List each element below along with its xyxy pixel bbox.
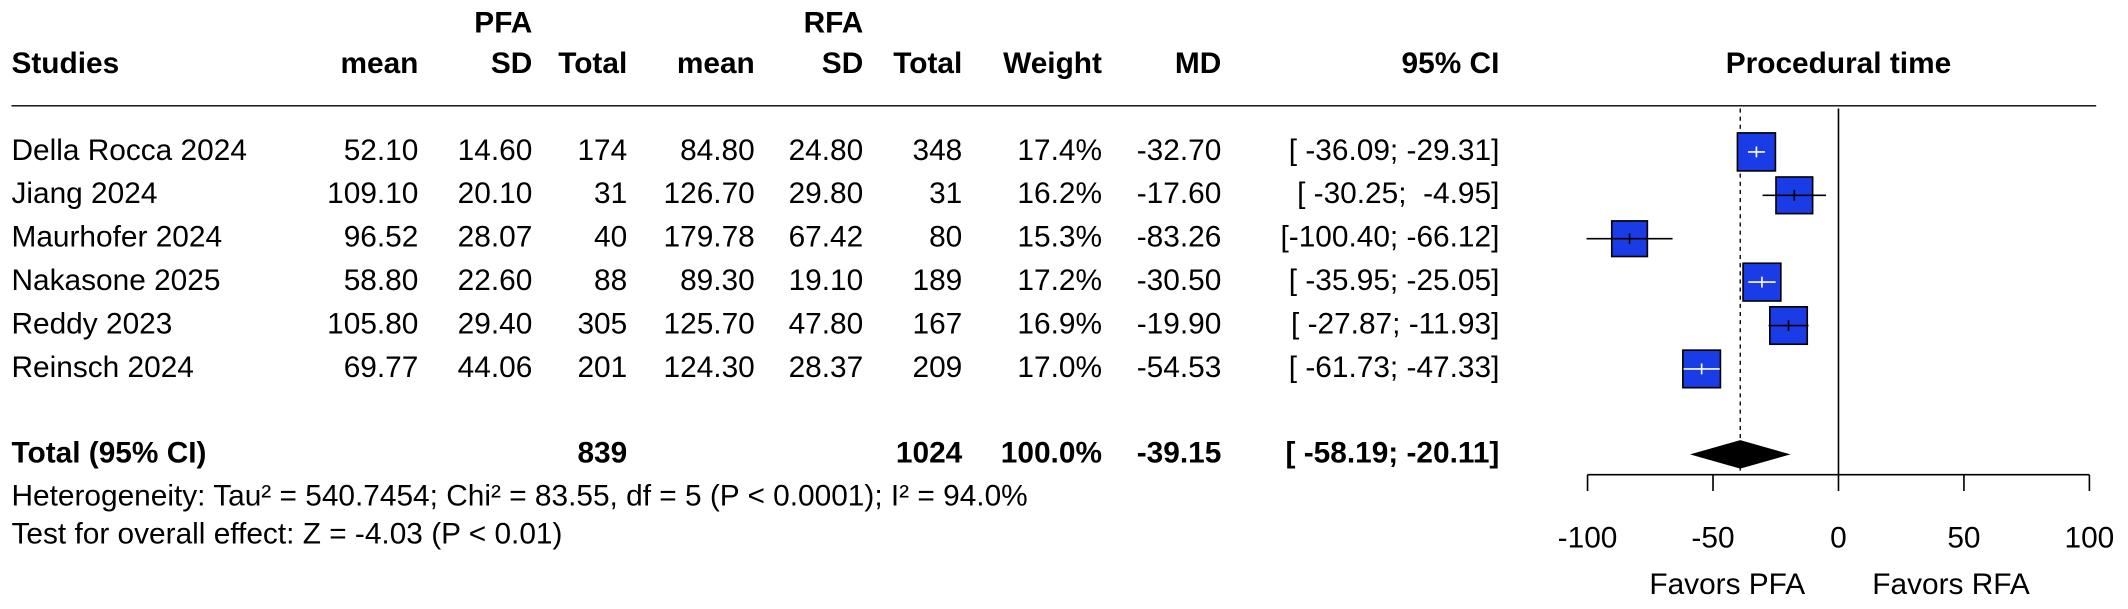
- table-cell: 167: [912, 307, 962, 340]
- study-name: Reinsch 2024: [11, 351, 193, 384]
- study-name: Maurhofer 2024: [11, 221, 222, 254]
- table-cell: 109.10: [327, 177, 418, 210]
- table-cell: 16.9%: [1017, 307, 1102, 340]
- table-cell: 28.07: [458, 221, 533, 254]
- table-cell: 44.06: [458, 351, 533, 384]
- study-name: Reddy 2023: [11, 307, 172, 340]
- table-cell: 69.77: [344, 351, 419, 384]
- table-cell: -83.26: [1137, 221, 1222, 254]
- column-header: mean: [677, 47, 755, 80]
- table-cell: [ -27.87; -11.93]: [1291, 307, 1499, 340]
- table-cell: 14.60: [458, 134, 533, 167]
- table-cell: 174: [577, 134, 627, 167]
- x-tick-label: -100: [1558, 522, 1618, 555]
- total-cell: 1024: [896, 436, 963, 469]
- table-cell: 125.70: [664, 307, 755, 340]
- study-name: Jiang 2024: [11, 177, 157, 210]
- table-cell: [ -36.09; -29.31]: [1289, 134, 1500, 167]
- table-cell: 89.30: [680, 264, 755, 297]
- x-tick-label: -50: [1691, 522, 1734, 555]
- table-cell: 58.80: [344, 264, 419, 297]
- total-cell: 100.0%: [1001, 436, 1102, 469]
- table-cell: 47.80: [789, 307, 864, 340]
- column-header: SD: [822, 47, 863, 80]
- table-cell: 20.10: [458, 177, 533, 210]
- x-tick-label: 100: [2065, 522, 2115, 555]
- plot-title: Procedural time: [1726, 47, 1951, 80]
- column-header: 95% CI: [1402, 47, 1500, 80]
- group-header: PFA: [474, 6, 532, 39]
- table-cell: 19.10: [789, 264, 864, 297]
- total-cell: 839: [577, 436, 627, 469]
- x-label-left: Favors PFA: [1649, 568, 1805, 601]
- total-cell: [ -58.19; -20.11]: [1285, 436, 1499, 469]
- table-cell: 40: [594, 221, 627, 254]
- column-header: SD: [491, 47, 532, 80]
- table-cell: 189: [912, 264, 962, 297]
- table-cell: 348: [912, 134, 962, 167]
- table-cell: [ -61.73; -47.33]: [1289, 351, 1500, 384]
- table-cell: 17.4%: [1017, 134, 1102, 167]
- table-cell: [-100.40; -66.12]: [1280, 221, 1499, 254]
- x-tick-label: 0: [1830, 522, 1847, 555]
- column-header: Weight: [1003, 47, 1102, 80]
- table-cell: -32.70: [1137, 134, 1222, 167]
- group-header: RFA: [804, 6, 864, 39]
- table-cell: 179.78: [664, 221, 755, 254]
- table-cell: 126.70: [664, 177, 755, 210]
- table-cell: 24.80: [789, 134, 864, 167]
- overall-test: Test for overall effect: Z = -4.03 (P < …: [11, 518, 562, 551]
- study-name: Della Rocca 2024: [11, 134, 246, 167]
- x-tick-label: 50: [1947, 522, 1980, 555]
- table-cell: [ -30.25; -4.95]: [1297, 177, 1499, 210]
- table-cell: 29.80: [789, 177, 864, 210]
- table-cell: 17.2%: [1017, 264, 1102, 297]
- table-cell: 105.80: [327, 307, 418, 340]
- table-cell: 88: [594, 264, 627, 297]
- column-header: Total: [558, 47, 627, 80]
- table-cell: 80: [929, 221, 962, 254]
- table-cell: 31: [594, 177, 627, 210]
- heterogeneity: Heterogeneity: Tau² = 540.7454; Chi² = 8…: [11, 480, 1027, 513]
- column-header: MD: [1175, 47, 1221, 80]
- table-cell: 31: [929, 177, 962, 210]
- table-cell: 201: [577, 351, 627, 384]
- column-header: mean: [340, 47, 418, 80]
- table-cell: 84.80: [680, 134, 755, 167]
- table-cell: 29.40: [458, 307, 533, 340]
- table-cell: 15.3%: [1017, 221, 1102, 254]
- table-cell: 124.30: [664, 351, 755, 384]
- table-cell: -19.90: [1137, 307, 1222, 340]
- study-name: Nakasone 2025: [11, 264, 220, 297]
- total-cell: -39.15: [1137, 436, 1222, 469]
- table-cell: 52.10: [344, 134, 419, 167]
- column-header: Total: [893, 47, 962, 80]
- table-cell: 28.37: [789, 351, 864, 384]
- table-cell: -17.60: [1137, 177, 1222, 210]
- table-cell: 209: [912, 351, 962, 384]
- table-cell: [ -35.95; -25.05]: [1289, 264, 1500, 297]
- table-cell: -30.50: [1137, 264, 1222, 297]
- total-label: Total (95% CI): [11, 436, 206, 469]
- pooled-diamond: [1689, 440, 1791, 469]
- table-cell: -54.53: [1137, 351, 1222, 384]
- table-cell: 67.42: [789, 221, 864, 254]
- x-label-right: Favors RFA: [1872, 568, 2030, 601]
- column-header: Studies: [11, 47, 119, 80]
- table-cell: 17.0%: [1017, 351, 1102, 384]
- table-cell: 16.2%: [1017, 177, 1102, 210]
- table-cell: 305: [577, 307, 627, 340]
- table-cell: 96.52: [344, 221, 419, 254]
- table-cell: 22.60: [458, 264, 533, 297]
